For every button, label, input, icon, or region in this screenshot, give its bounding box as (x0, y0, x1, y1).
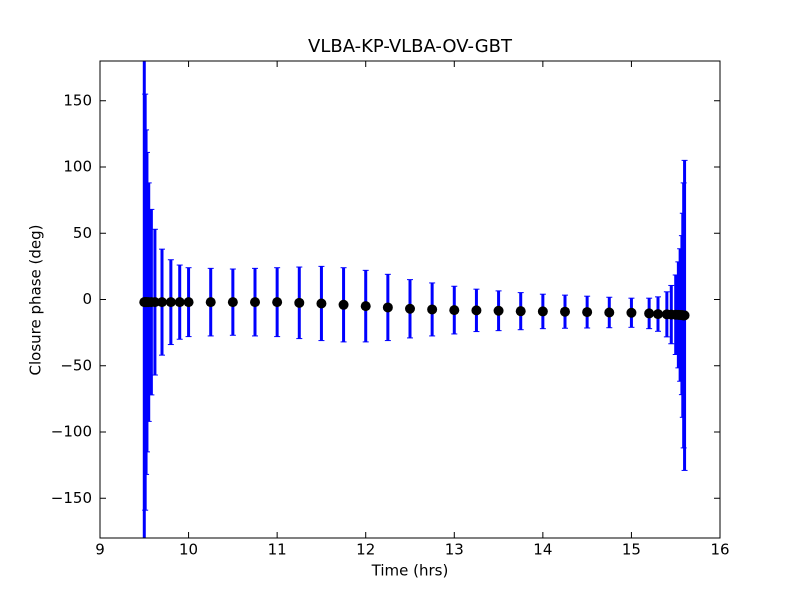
data-point (149, 297, 160, 308)
data-point (560, 306, 570, 317)
data-point (157, 297, 167, 308)
y-tick-label: −50 (60, 356, 92, 374)
data-point (604, 307, 615, 318)
data-point (338, 299, 349, 310)
data-point (582, 307, 593, 318)
x-tick-label: 15 (622, 541, 641, 559)
x-axis-label: Time (hrs) (371, 562, 449, 580)
x-tick-label: 10 (179, 541, 198, 559)
y-tick-label: 0 (82, 290, 92, 308)
x-tick-label: 14 (533, 541, 552, 559)
plot-area (139, 61, 690, 538)
data-point (653, 309, 663, 320)
y-tick-label: 100 (63, 158, 92, 176)
x-tick-label: 13 (445, 541, 464, 559)
data-point (360, 301, 371, 312)
data-point (183, 297, 194, 308)
y-tick-label: 150 (63, 91, 92, 109)
chart-title: VLBA-KP-VLBA-OV-GBT (308, 36, 513, 57)
data-point (250, 297, 260, 308)
data-point (626, 307, 637, 318)
x-tick-label: 11 (268, 541, 287, 559)
data-point (272, 297, 283, 308)
data-point (294, 297, 305, 308)
data-point (449, 305, 460, 316)
data-point (174, 297, 185, 308)
x-tick-label: 16 (710, 541, 729, 559)
data-point (471, 305, 482, 316)
x-tick-label: 9 (95, 541, 105, 559)
data-point (427, 304, 438, 315)
data-point (165, 297, 176, 308)
y-tick-label: −150 (51, 489, 92, 507)
data-point (644, 308, 655, 319)
data-point (205, 297, 216, 308)
data-point (537, 306, 548, 317)
x-tick-label: 12 (356, 541, 375, 559)
data-point (679, 310, 690, 321)
y-tick-label: 50 (73, 224, 92, 242)
data-point (382, 302, 393, 313)
data-point (316, 298, 327, 309)
data-point (493, 305, 504, 316)
y-tick-label: −100 (51, 423, 92, 441)
data-point (405, 303, 415, 314)
y-axis-label: Closure phase (deg) (27, 225, 45, 376)
data-point (515, 306, 526, 317)
data-point (227, 297, 238, 308)
